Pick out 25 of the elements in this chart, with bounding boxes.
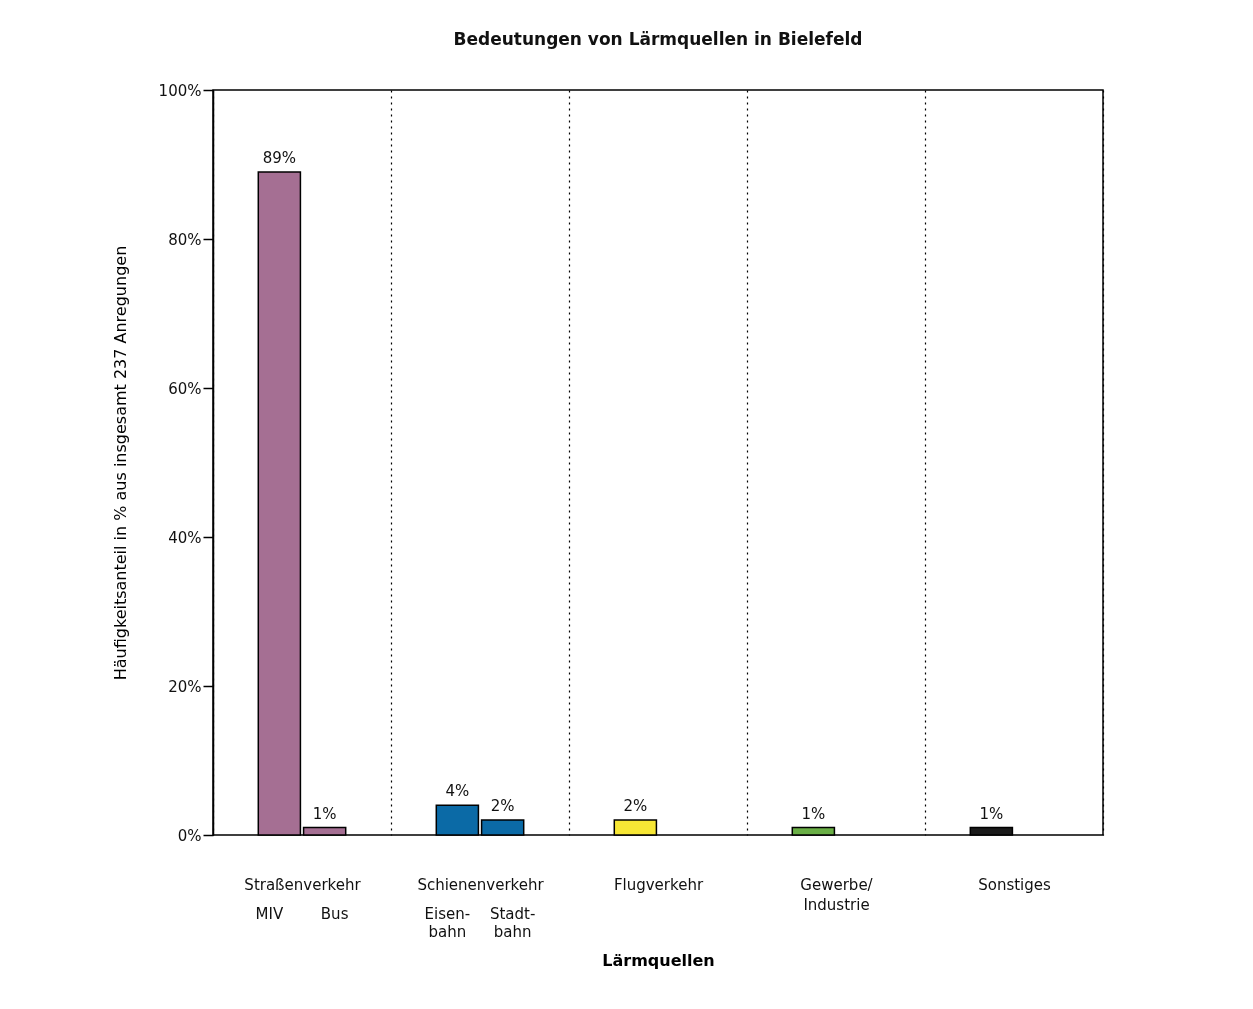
- data-label: 1%: [801, 804, 826, 823]
- text: Bus: [320, 905, 349, 923]
- y-tick-label: 80%: [168, 230, 202, 249]
- chart-title: Bedeutungen von Lärmquellen in Bielefeld: [453, 29, 863, 49]
- data-label: 1%: [979, 804, 1004, 823]
- y-tick-label: 60%: [168, 379, 202, 398]
- text: Stadt- bahn: [489, 905, 536, 941]
- x-tick-label: Straßenverkehr: [244, 875, 362, 894]
- y-tick-label: 40%: [168, 528, 202, 547]
- y-tick-label: 20%: [168, 677, 202, 696]
- data-label: 2%: [490, 797, 515, 816]
- x-tick-label: Gewerbe/ Industrie: [800, 875, 874, 914]
- text: MIV: [255, 905, 284, 923]
- x-axis-title: Lärmquellen: [602, 950, 715, 970]
- y-tick-label: 100%: [158, 81, 202, 100]
- x-tick-label: Schienenverkehr: [417, 875, 545, 894]
- data-label: 1%: [312, 804, 337, 823]
- data-label: 4%: [445, 782, 470, 801]
- data-label: 2%: [623, 797, 648, 816]
- data-label: 89%: [262, 148, 297, 167]
- x-tick-label: Sonstiges: [978, 875, 1051, 894]
- y-tick-label: 0%: [177, 826, 202, 845]
- y-axis-title: Häufigkeitsanteil in % aus insgesamt 237 Anregungen: [110, 245, 130, 681]
- x-tick-label: Flugverkehr: [613, 875, 704, 894]
- text: Eisen- bahn: [424, 905, 471, 941]
